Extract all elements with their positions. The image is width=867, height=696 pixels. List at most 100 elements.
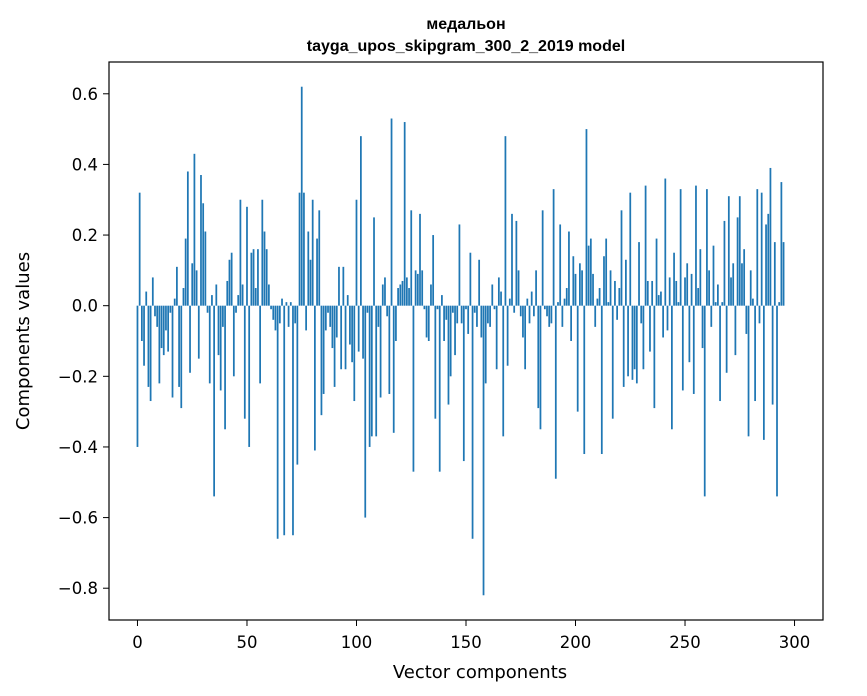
bar [767, 213, 770, 306]
bar [324, 305, 327, 331]
bar [208, 305, 211, 384]
bar [629, 192, 632, 306]
bar [480, 305, 483, 338]
bar [360, 136, 362, 306]
bar [228, 259, 231, 306]
bar [622, 305, 625, 387]
bar [257, 249, 259, 306]
bar [327, 305, 329, 313]
bar [436, 305, 439, 310]
bar [278, 305, 281, 324]
bar [596, 298, 599, 306]
bar [699, 249, 702, 306]
bar [454, 305, 456, 356]
bar [289, 302, 292, 306]
x-tick-label: 300 [779, 633, 811, 652]
bar [662, 305, 664, 338]
bar [307, 231, 310, 306]
bar [397, 288, 399, 306]
y-tick-label: −0.2 [58, 367, 98, 386]
bar [138, 192, 141, 306]
bar [546, 305, 548, 317]
bar [270, 305, 272, 310]
bar [403, 122, 406, 306]
bar [335, 305, 338, 338]
bar [145, 291, 148, 306]
bar [671, 305, 673, 430]
bar [377, 305, 380, 327]
bar [405, 277, 408, 306]
bar [579, 263, 581, 306]
bar [340, 305, 343, 370]
bar [541, 210, 544, 306]
bar [607, 302, 610, 306]
bar [136, 305, 139, 447]
bar [769, 167, 772, 306]
bar [162, 305, 165, 356]
bar [401, 280, 404, 306]
bar [458, 224, 461, 306]
bar [438, 305, 441, 472]
bar [250, 252, 253, 306]
bar [515, 220, 518, 306]
y-axis-ticks: −0.8 −0.6 −0.4 −0.2 0.0 0.2 0.4 0.6 [58, 85, 109, 598]
bar [592, 273, 594, 306]
bar [143, 305, 145, 366]
bar [149, 305, 152, 402]
bar [642, 305, 645, 370]
bar [741, 263, 743, 306]
bar [491, 284, 494, 306]
x-tick-label: 200 [560, 633, 592, 652]
bar [197, 305, 200, 359]
bar [476, 305, 478, 327]
chart-subtitle: tayga_upos_skipgram_300_2_2019 model [307, 38, 625, 55]
bar [342, 266, 345, 306]
bar [300, 86, 303, 306]
bar [235, 305, 237, 313]
bar [364, 305, 367, 518]
bar [583, 305, 586, 455]
bar [649, 305, 651, 352]
bar [311, 199, 314, 306]
x-tick-label: 250 [669, 633, 701, 652]
bar [222, 305, 224, 327]
bar [254, 288, 257, 306]
bar [206, 305, 209, 313]
bar [239, 199, 242, 306]
bar [176, 266, 178, 306]
bar [734, 305, 737, 356]
bar [189, 305, 191, 373]
bar [519, 305, 522, 317]
bar [296, 305, 299, 465]
bar [467, 305, 470, 334]
bar [217, 305, 220, 356]
bar [747, 305, 750, 437]
bar [232, 305, 235, 377]
y-tick-label: −0.8 [58, 579, 98, 598]
bar [303, 192, 305, 306]
bar [180, 305, 183, 409]
bar [224, 305, 226, 430]
bar [309, 259, 312, 306]
bar [373, 217, 375, 306]
bar [320, 305, 323, 416]
bar [248, 305, 251, 447]
bar [147, 305, 150, 387]
bar [167, 305, 170, 352]
bar [421, 270, 424, 306]
bar [445, 305, 448, 320]
bar [703, 305, 706, 497]
bar [316, 238, 318, 306]
bar [368, 305, 371, 447]
bar [384, 277, 386, 306]
y-tick-label: 0.0 [72, 297, 98, 316]
bar [760, 192, 763, 306]
bar [456, 305, 459, 324]
bar [292, 305, 294, 536]
bar [186, 171, 189, 306]
bar [482, 305, 485, 596]
bar [182, 288, 185, 306]
bar [298, 192, 301, 306]
bar [587, 245, 590, 306]
bar [416, 273, 419, 306]
